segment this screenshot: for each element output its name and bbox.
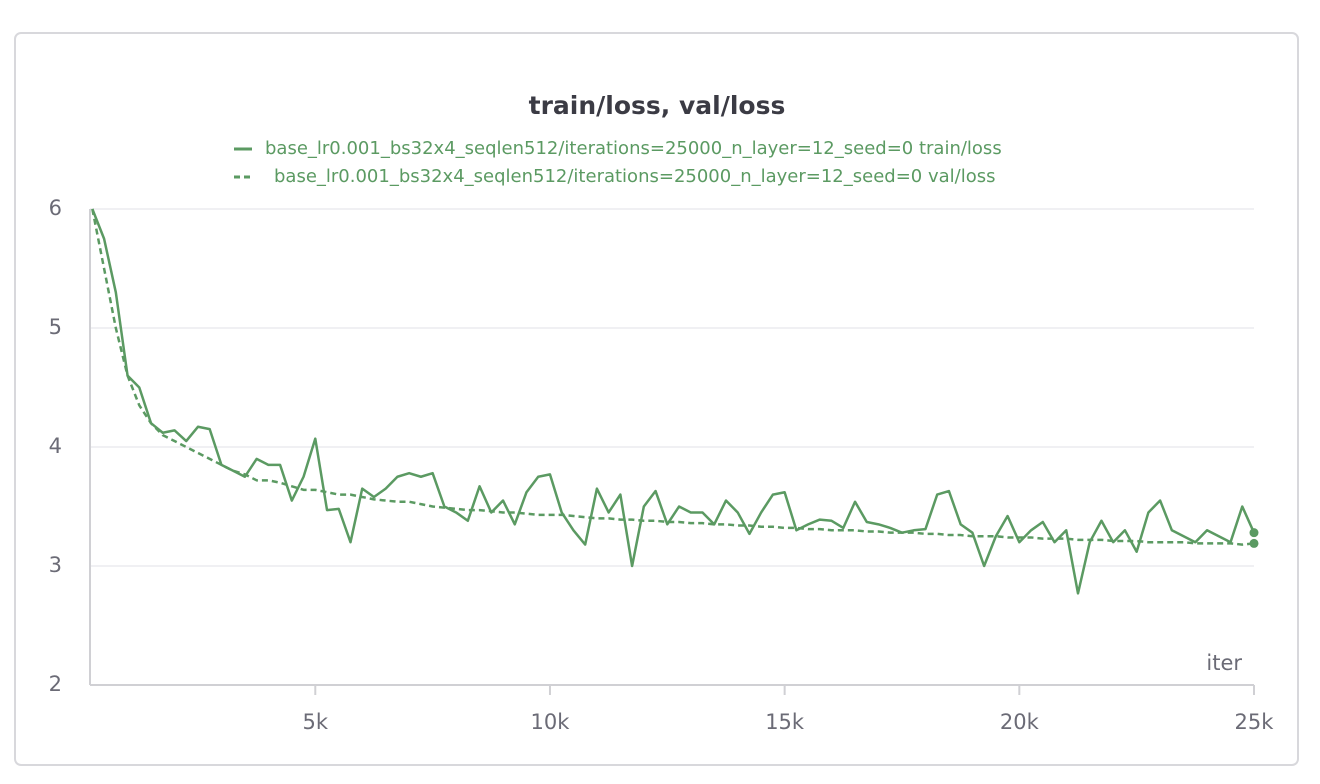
legend-label: base_lr0.001_bs32x4_seqlen512/iterations…	[274, 166, 995, 187]
y-tick-label: 2	[49, 672, 62, 696]
end-marker	[1249, 538, 1259, 548]
x-tick-label: 25k	[1235, 710, 1275, 734]
chart-title: train/loss, val/loss	[529, 91, 786, 120]
x-tick-label: 15k	[765, 710, 805, 734]
x-tick-label: 5k	[303, 710, 329, 734]
end-marker	[1249, 528, 1259, 538]
y-tick-label: 5	[49, 315, 62, 339]
series-line	[91, 208, 1255, 546]
x-tick-label: 20k	[1000, 710, 1040, 734]
y-tick-label: 4	[49, 434, 62, 458]
x-axis-label: iter	[1206, 651, 1242, 675]
legend-label: base_lr0.001_bs32x4_seqlen512/iterations…	[265, 138, 1002, 159]
panel	[14, 32, 1299, 766]
series-line	[91, 208, 1256, 595]
y-tick-label: 3	[49, 553, 62, 577]
x-tick-label: 10k	[531, 710, 571, 734]
y-tick-label: 6	[49, 196, 62, 220]
